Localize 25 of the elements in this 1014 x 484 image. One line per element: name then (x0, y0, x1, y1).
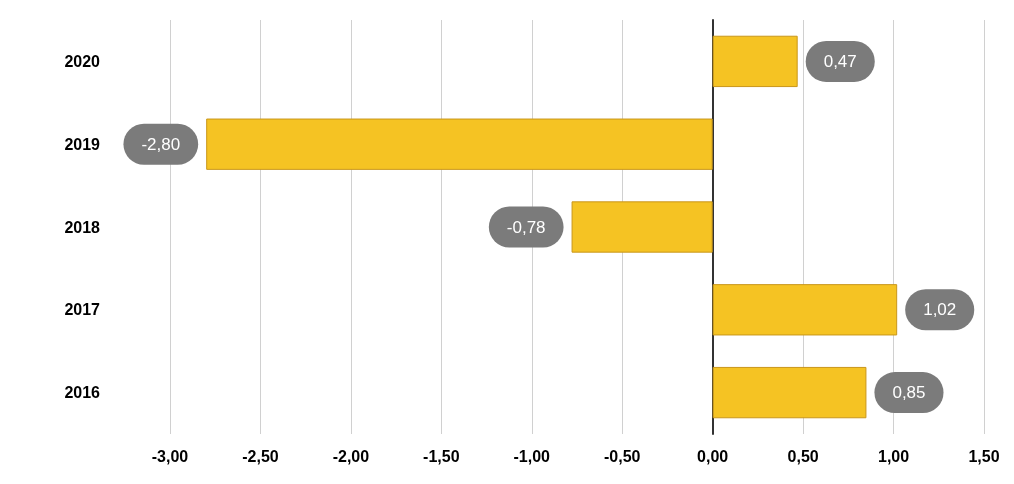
bar (712, 366, 867, 419)
x-tick-label: -1,50 (423, 447, 460, 465)
data-label: 0,47 (823, 51, 857, 71)
y-tick-label: 2019 (64, 135, 101, 153)
x-tick-label: 1,00 (877, 447, 910, 465)
bar (571, 201, 713, 253)
x-tick-label: -2,50 (242, 447, 279, 465)
bar (712, 35, 798, 88)
x-tick-label: 0,00 (697, 447, 729, 465)
y-tick-label: 2016 (64, 384, 101, 402)
bar (712, 284, 898, 336)
bar (206, 118, 713, 170)
x-tick-label: -2,00 (332, 447, 370, 465)
x-tick-label: 0,50 (787, 447, 819, 465)
data-label: 0,85 (892, 383, 926, 403)
y-tick-label: 2017 (64, 301, 101, 319)
data-label: 1,02 (923, 300, 957, 320)
x-tick-label: -1,00 (513, 447, 551, 465)
x-tick-label: -0,50 (603, 447, 641, 465)
data-label: -0,78 (506, 217, 546, 237)
y-tick-label: 2018 (64, 218, 101, 236)
x-tick-label: -3,00 (151, 447, 189, 465)
data-label: -2,80 (141, 134, 181, 154)
x-tick-label: 1,50 (968, 447, 1000, 465)
y-tick-label: 2020 (64, 52, 101, 70)
